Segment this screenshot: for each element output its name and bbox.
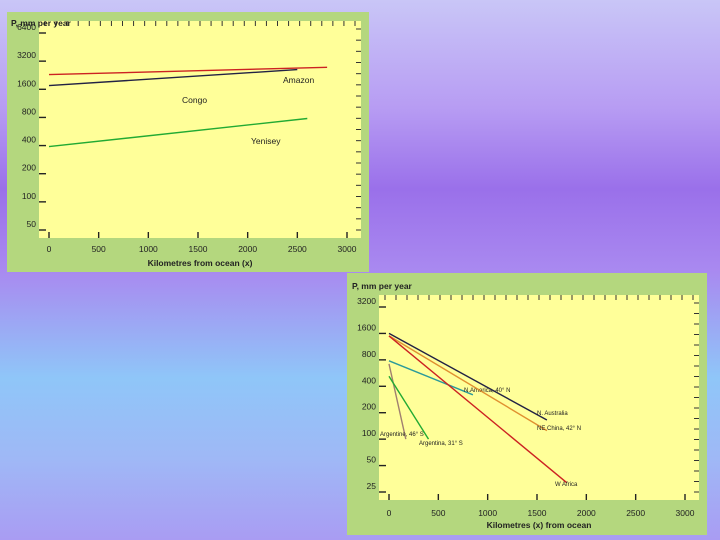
y-axis-label: P, mm per year (11, 18, 72, 28)
y-tick-label: 25 (367, 481, 377, 491)
y-tick-label: 100 (22, 191, 36, 201)
series-line (388, 363, 407, 440)
x-tick-label: 2000 (577, 508, 596, 518)
x-tick-label: 2500 (288, 244, 307, 254)
y-tick-label: 200 (362, 402, 376, 412)
series-line (48, 68, 298, 87)
x-tick-label: 2500 (626, 508, 645, 518)
y-tick-label: 50 (367, 455, 377, 465)
y-tick-label: 400 (362, 375, 376, 385)
chart-precipitation-continents: 25 50 100 200 400 800 1600 3200 0 500 1000 1500 2000… (347, 273, 707, 535)
x-tick-label: 0 (387, 508, 392, 518)
y-tick-label: 200 (22, 163, 36, 173)
plot-area (379, 295, 699, 500)
series-line (388, 332, 548, 421)
series-label: NE China, 42° N (537, 426, 581, 432)
y-tick-label: 3200 (17, 50, 36, 60)
series-line (388, 335, 568, 484)
y-tick-label: 3200 (357, 296, 376, 306)
x-tick-label: 500 (431, 508, 445, 518)
series-label: N.America, 40° N (464, 388, 510, 394)
y-tick-label: 800 (22, 106, 36, 116)
x-tick-label: 1500 (528, 508, 547, 518)
y-axis-label: P, mm per year (352, 281, 413, 291)
x-tick-label: 1000 (478, 508, 497, 518)
x-axis-label: Kilometres (x) from ocean (487, 520, 592, 530)
series-line (48, 66, 328, 76)
y-tick-label: 50 (27, 219, 37, 229)
y-tick-label: 800 (362, 349, 376, 359)
x-tick-label: 500 (92, 244, 106, 254)
y-tick-label: 1600 (17, 78, 36, 88)
series-line (48, 117, 308, 148)
chart-precipitation-major-rivers: 50 100 200 400 800 1600 3200 6400 0 500 1000 1500 20… (7, 12, 369, 272)
y-tick-label: 400 (22, 135, 36, 145)
series-label: Amazon (283, 75, 314, 85)
x-tick-label: 1500 (189, 244, 208, 254)
y-tick-label: 100 (362, 428, 376, 438)
series-line (388, 375, 430, 440)
y-tick-label: 1600 (357, 322, 376, 332)
series-line (388, 360, 474, 396)
series-label: Argentina, 31° S (419, 441, 463, 447)
x-tick-label: 0 (47, 244, 52, 254)
x-tick-label: 3000 (338, 244, 357, 254)
x-tick-label: 1000 (139, 244, 158, 254)
series-label: Congo (182, 95, 207, 105)
series-label: W Africa (555, 482, 578, 488)
series-line (388, 335, 548, 432)
x-tick-label: 2000 (238, 244, 257, 254)
series-label: N. Australia (537, 411, 568, 417)
series-label: Yenisey (251, 136, 281, 146)
x-tick-label: 3000 (676, 508, 695, 518)
series-label: Argentine, 46° S (380, 432, 424, 438)
y-tick-label: 6400 (17, 22, 36, 32)
x-axis-label: Kilometres from ocean (x) (148, 258, 253, 268)
